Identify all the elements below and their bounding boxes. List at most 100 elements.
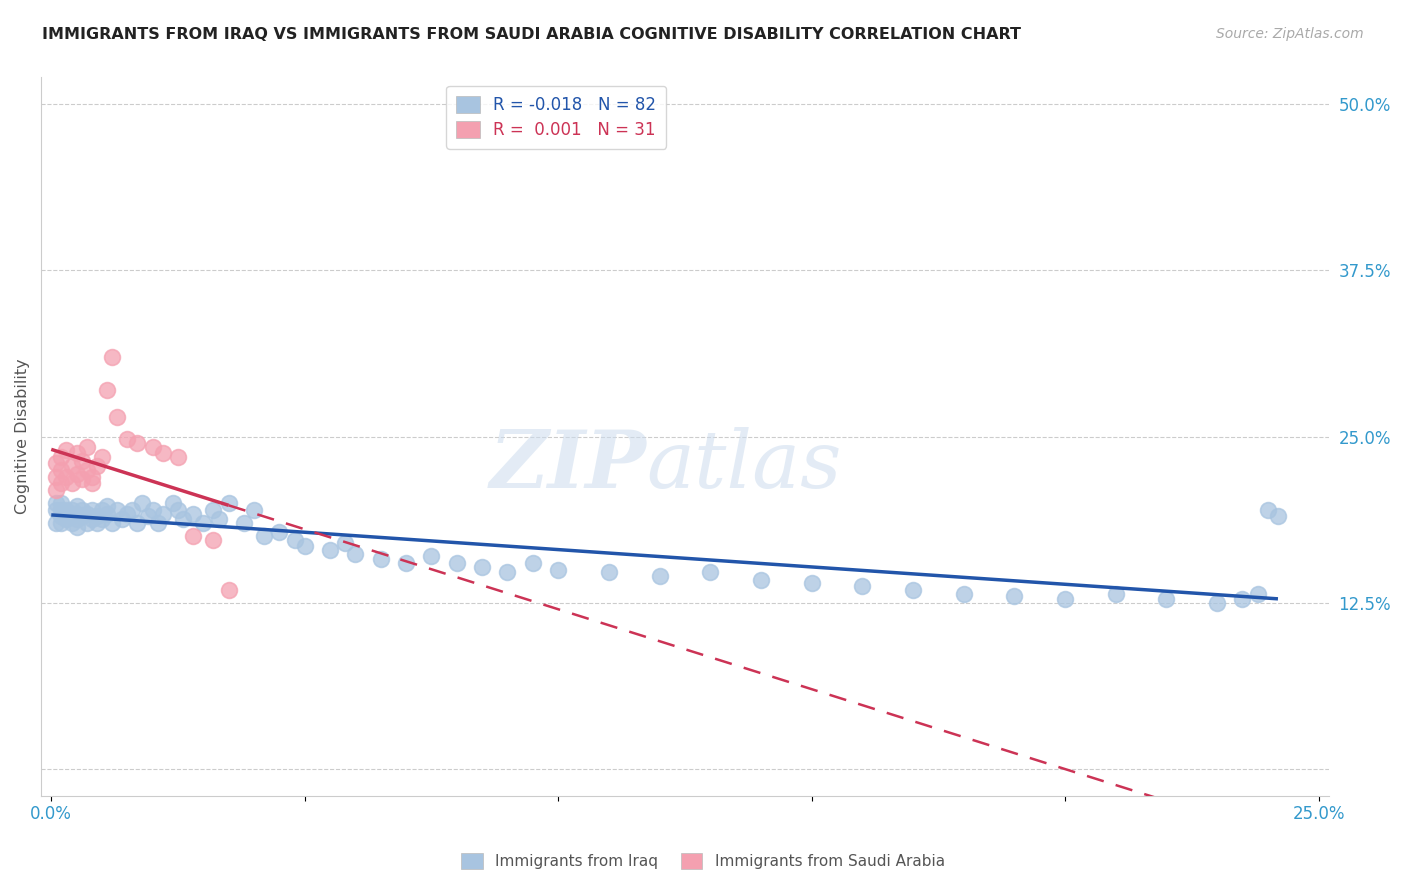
Point: [51, 476, 73, 491]
Point: [335, 536, 357, 550]
Point: [55, 507, 77, 521]
Point: [55, 469, 77, 483]
Point: [269, 525, 291, 540]
Point: [55, 442, 77, 457]
Point: [446, 556, 468, 570]
Point: [598, 566, 620, 580]
Point: [232, 516, 254, 530]
Point: [127, 516, 149, 530]
Point: [547, 563, 569, 577]
Point: [76, 507, 98, 521]
Point: [86, 458, 108, 473]
Point: [60, 476, 83, 491]
Point: [76, 516, 98, 530]
Point: [91, 502, 114, 516]
Point: [648, 569, 671, 583]
Point: [65, 467, 87, 481]
Point: [51, 509, 73, 524]
Point: [121, 502, 143, 516]
Point: [193, 516, 215, 530]
Point: [152, 507, 174, 521]
Point: [65, 507, 87, 521]
Text: Source: ZipAtlas.com: Source: ZipAtlas.com: [1216, 27, 1364, 41]
Point: [76, 463, 98, 477]
Point: [117, 507, 139, 521]
Point: [420, 549, 443, 564]
Point: [51, 463, 73, 477]
Point: [202, 502, 225, 516]
Point: [65, 520, 87, 534]
Point: [901, 582, 924, 597]
Point: [96, 499, 118, 513]
Point: [370, 552, 392, 566]
Point: [496, 566, 519, 580]
Point: [45, 496, 67, 510]
Point: [105, 502, 128, 516]
Text: ZIP: ZIP: [489, 426, 647, 504]
Point: [70, 509, 93, 524]
Point: [1247, 586, 1270, 600]
Point: [60, 502, 83, 516]
Point: [55, 512, 77, 526]
Point: [55, 502, 77, 516]
Point: [522, 556, 544, 570]
Point: [80, 469, 103, 483]
Point: [45, 516, 67, 530]
Point: [117, 432, 139, 446]
Point: [70, 453, 93, 467]
Point: [70, 472, 93, 486]
Point: [101, 516, 124, 530]
Point: [1257, 502, 1279, 516]
Point: [60, 458, 83, 473]
Point: [699, 566, 721, 580]
Point: [96, 383, 118, 397]
Point: [136, 509, 159, 524]
Point: [1002, 589, 1025, 603]
Point: [45, 483, 67, 497]
Point: [60, 509, 83, 524]
Point: [51, 516, 73, 530]
Point: [146, 516, 169, 530]
Point: [800, 576, 823, 591]
Legend: Immigrants from Iraq, Immigrants from Saudi Arabia: Immigrants from Iraq, Immigrants from Sa…: [456, 847, 950, 875]
Y-axis label: Cognitive Disability: Cognitive Disability: [15, 359, 30, 515]
Point: [1232, 591, 1254, 606]
Point: [284, 533, 307, 548]
Point: [1267, 509, 1289, 524]
Point: [131, 496, 153, 510]
Point: [105, 409, 128, 424]
Point: [65, 499, 87, 513]
Point: [91, 450, 114, 464]
Point: [749, 574, 772, 588]
Point: [167, 450, 190, 464]
Point: [80, 512, 103, 526]
Point: [1156, 591, 1178, 606]
Point: [471, 560, 494, 574]
Point: [80, 502, 103, 516]
Text: atlas: atlas: [647, 426, 842, 504]
Point: [395, 556, 418, 570]
Point: [152, 445, 174, 459]
Point: [70, 502, 93, 516]
Point: [1105, 586, 1128, 600]
Point: [86, 509, 108, 524]
Point: [51, 450, 73, 464]
Point: [167, 502, 190, 516]
Point: [243, 502, 266, 516]
Legend: R = -0.018   N = 82, R =  0.001   N = 31: R = -0.018 N = 82, R = 0.001 N = 31: [446, 86, 666, 149]
Point: [172, 512, 194, 526]
Point: [101, 350, 124, 364]
Point: [111, 512, 134, 526]
Point: [45, 502, 67, 516]
Point: [344, 547, 367, 561]
Point: [45, 456, 67, 470]
Point: [207, 512, 229, 526]
Point: [294, 539, 316, 553]
Point: [253, 529, 276, 543]
Point: [218, 496, 240, 510]
Point: [162, 496, 184, 510]
Point: [181, 529, 204, 543]
Point: [202, 533, 225, 548]
Point: [96, 507, 118, 521]
Point: [181, 507, 204, 521]
